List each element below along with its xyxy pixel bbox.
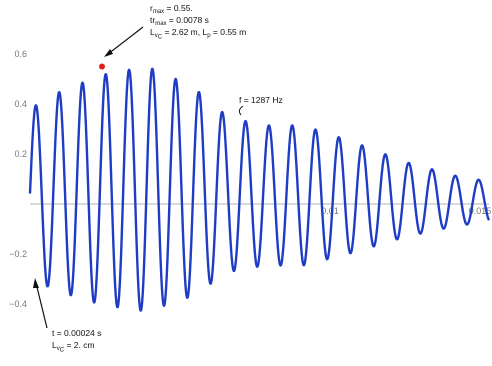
y-tick-label: −0.2 (9, 249, 27, 259)
x-axis-ticks: 0.01 0.015 (321, 206, 491, 216)
series-waveform-line (28, 67, 491, 312)
peak-arrow-head (104, 49, 113, 57)
peak-annotation: rmax = 0.55. trmax = 0.0078 s LvC = 2.62… (104, 3, 246, 57)
y-tick-label: 0.2 (14, 149, 27, 159)
y-axis-ticks: 0.6 0.4 0.2 −0.2 −0.4 (9, 49, 27, 309)
annotation-lengths: LvC = 2.62 m, Lp = 0.55 m (150, 27, 246, 41)
peak-arrow-line (107, 26, 144, 55)
annotation-start-length: LvC = 2. cm (52, 340, 95, 354)
annotation-r-max: rmax = 0.55. (150, 3, 193, 15)
frequency-pointer (238, 105, 244, 116)
y-tick-label: −0.4 (9, 299, 27, 309)
y-tick-label: 0.4 (14, 99, 27, 109)
y-tick-label: 0.6 (14, 49, 27, 59)
start-arrow-line (35, 282, 48, 329)
start-arrow-head (33, 278, 39, 288)
x-tick-label: 0.01 (321, 206, 339, 216)
frequency-annotation: f = 1287 Hz (238, 95, 283, 116)
x-tick-label: 0.015 (469, 206, 492, 216)
annotation-tr-max: trmax = 0.0078 s (150, 15, 209, 27)
annotation-start-time: t = 0.00024 s (52, 328, 101, 338)
start-annotation: t = 0.00024 s LvC = 2. cm (33, 278, 101, 354)
peak-marker (99, 63, 105, 70)
annotation-frequency: f = 1287 Hz (239, 95, 283, 105)
